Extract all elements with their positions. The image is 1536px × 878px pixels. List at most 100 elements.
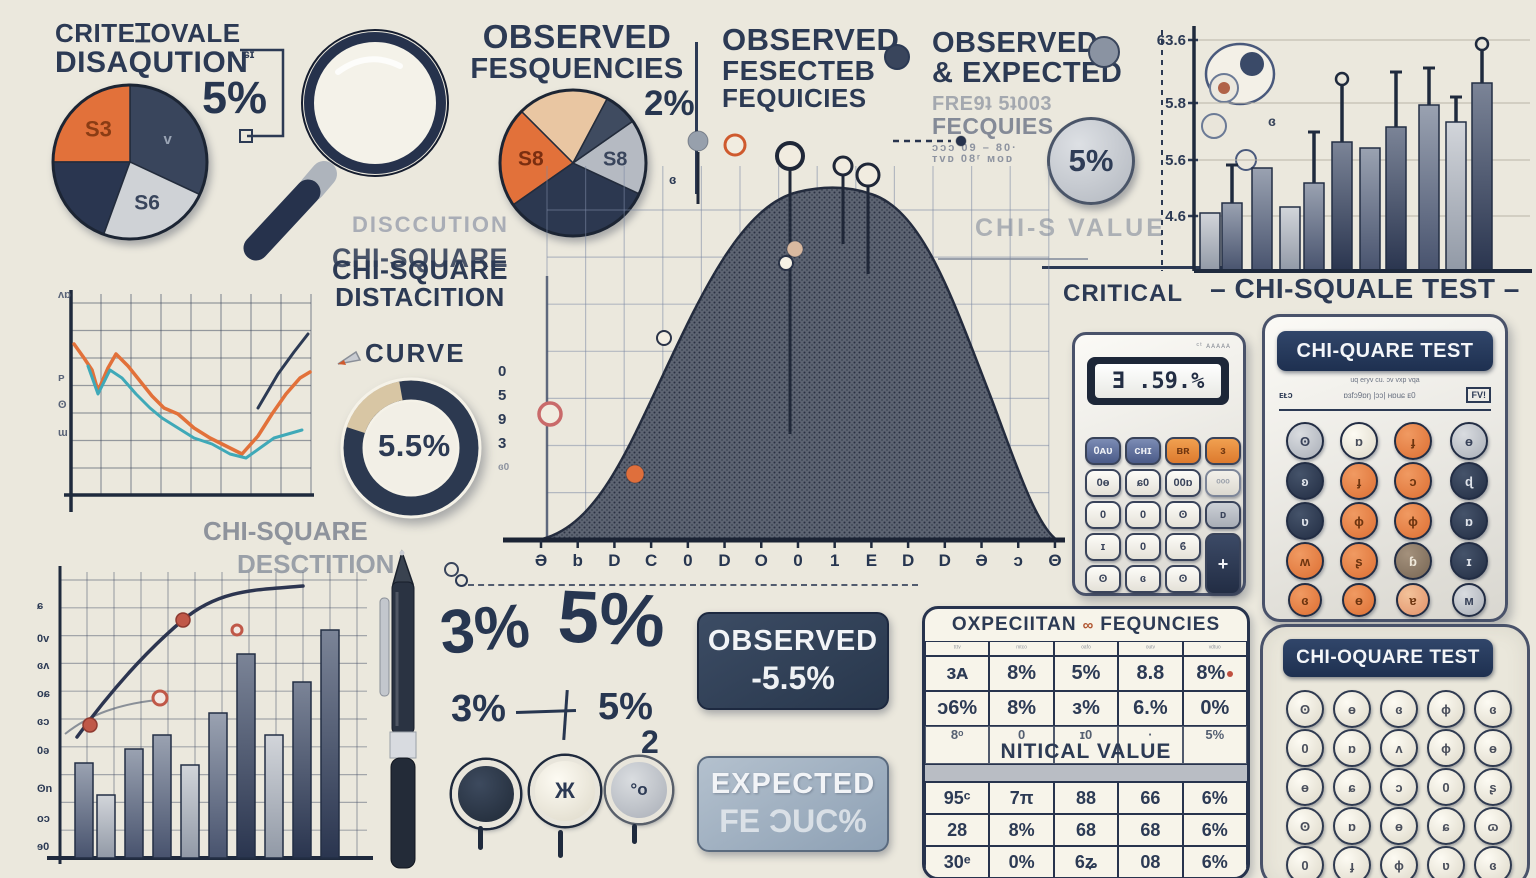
panel-key[interactable]: ɷ bbox=[1474, 807, 1512, 845]
table-cell: ᵒᵃᶠᵒ bbox=[1053, 641, 1119, 656]
svg-text:5.8: 5.8 bbox=[1165, 95, 1186, 112]
svg-text:ʘn: ʘn bbox=[37, 783, 53, 795]
calc1-key[interactable]: ᴅ bbox=[1205, 501, 1241, 529]
calc1-key[interactable]: ʘ bbox=[1165, 501, 1201, 529]
panel-key[interactable]: 0 bbox=[1286, 846, 1324, 878]
calc2-key[interactable]: ɖ bbox=[1450, 462, 1488, 500]
calc2-key[interactable]: ɒ bbox=[1450, 502, 1488, 540]
curve-label: CURVE bbox=[365, 338, 466, 368]
calc1-key[interactable]: ɕ0 bbox=[1125, 469, 1161, 497]
calc1-key[interactable]: ᵒᵒᵒ bbox=[1205, 469, 1241, 497]
calc2-key[interactable]: ɟ bbox=[1340, 462, 1378, 500]
calc2-key[interactable]: ɐ bbox=[1396, 583, 1430, 617]
csb-line3: DISTACITION bbox=[335, 282, 505, 313]
calc2-key[interactable]: ɵ bbox=[1450, 422, 1488, 460]
big-percent-3: 3% bbox=[437, 591, 533, 668]
title-line2: DISAQUTION bbox=[55, 46, 249, 80]
round-button-navy[interactable] bbox=[452, 760, 520, 828]
panel-key[interactable]: ɒ bbox=[1333, 807, 1371, 845]
calc2-key[interactable]: ʋ bbox=[1286, 502, 1324, 540]
panel-key[interactable]: ɕ bbox=[1333, 768, 1371, 806]
panel-key[interactable]: ɵ bbox=[1474, 729, 1512, 767]
oe-faded1: FRE9ʇ 5ʇ003 bbox=[932, 93, 1052, 116]
svg-text:b: b bbox=[573, 551, 583, 570]
panel-key[interactable]: ɵ bbox=[1380, 807, 1418, 845]
calc2-key[interactable]: ɒ bbox=[1340, 422, 1378, 460]
panel-key[interactable]: ɸ bbox=[1380, 846, 1418, 878]
calc1-key[interactable]: 0 bbox=[1085, 501, 1121, 529]
panel-key[interactable]: ɔ bbox=[1380, 768, 1418, 806]
calc1-key[interactable]: 00ɒ bbox=[1165, 469, 1201, 497]
panel-key[interactable]: ɵ bbox=[1333, 690, 1371, 728]
calc1-key[interactable]: 0 bbox=[1125, 501, 1161, 529]
calc2-key[interactable]: ɵ bbox=[1342, 583, 1376, 617]
round-button-percent[interactable]: °o bbox=[606, 757, 672, 823]
panel-key[interactable]: ɞ bbox=[1380, 690, 1418, 728]
panel-key[interactable]: ʘ bbox=[1286, 690, 1324, 728]
calc2-key[interactable]: ᴍ bbox=[1452, 583, 1486, 617]
calc2-key[interactable]: ɸ bbox=[1340, 502, 1378, 540]
calc2-key[interactable]: ʂ bbox=[1340, 542, 1378, 580]
oe-line1: OBSERVED bbox=[932, 27, 1099, 59]
table-cell: · bbox=[1118, 726, 1183, 764]
table-cell: 5% bbox=[1053, 656, 1119, 691]
calc1-key[interactable]: ɞ bbox=[1125, 565, 1161, 593]
svg-text:ᴠ: ᴠ bbox=[163, 131, 172, 148]
calc1-display: Ǝ .59.% bbox=[1095, 364, 1221, 398]
pie-chart-observed: S8 S8 bbox=[498, 88, 648, 238]
calc2-key[interactable]: ɟ bbox=[1394, 422, 1432, 460]
table-cell: 30ᵉ bbox=[925, 846, 990, 877]
calc1-key[interactable]: ᴄʜɪ bbox=[1125, 437, 1161, 465]
calc1-key[interactable]: ʘ bbox=[1165, 565, 1201, 593]
panel-key[interactable]: ɵ bbox=[1286, 768, 1324, 806]
panel-key[interactable]: ʘ bbox=[1286, 807, 1324, 845]
calc2-key[interactable]: ɓ bbox=[1394, 542, 1432, 580]
calc2-key[interactable]: ʚ bbox=[1286, 462, 1324, 500]
calc2-key[interactable]: ɞ bbox=[1288, 583, 1322, 617]
svg-text:E: E bbox=[866, 551, 877, 570]
calc2-title: CHI-QUARE TEST bbox=[1277, 331, 1493, 371]
panel-key[interactable]: ɸ bbox=[1427, 690, 1465, 728]
calc1-key[interactable]: ϐ bbox=[1165, 533, 1201, 561]
calc1-key[interactable]: ʙʀ bbox=[1165, 437, 1201, 465]
panel-key[interactable]: 0 bbox=[1427, 768, 1465, 806]
table-cell: ɔ6% bbox=[925, 691, 990, 726]
table-cell: 6% bbox=[1182, 846, 1247, 877]
donut-gauge bbox=[340, 377, 482, 519]
calc1-key[interactable]: ɪ bbox=[1085, 533, 1121, 561]
table-cell: 6.% bbox=[1118, 691, 1183, 726]
calc2-key[interactable]: ʍ bbox=[1286, 542, 1324, 580]
obs-line1: OBSERVED bbox=[482, 18, 672, 55]
calc1-key[interactable]: + bbox=[1205, 533, 1241, 595]
calc1-key[interactable]: 0ɵ bbox=[1085, 469, 1121, 497]
panel-key[interactable]: ɞ bbox=[1474, 690, 1512, 728]
table-cell: 95ᶜ bbox=[925, 782, 990, 814]
round-button-chi[interactable]: Ж bbox=[530, 756, 600, 826]
panel-key[interactable]: ʌ bbox=[1380, 729, 1418, 767]
calc2-key[interactable]: ɸ bbox=[1394, 502, 1432, 540]
panel-key[interactable]: ʋ bbox=[1427, 846, 1465, 878]
table-cell: ɜ% bbox=[1053, 691, 1119, 726]
calc1-key[interactable]: ɜ bbox=[1205, 437, 1241, 465]
calc2-key[interactable]: ɪ bbox=[1450, 542, 1488, 580]
calc2-key[interactable]: ʘ bbox=[1286, 422, 1324, 460]
magnifier-caption: DISCCUTION bbox=[352, 212, 509, 237]
table-cell: 28 bbox=[925, 814, 990, 846]
chi-square-test-heading: – CHI-SQUALE TEST – bbox=[1210, 273, 1520, 304]
calc2-subrow: ᴇᴌɔ ɒɜfɔ9ɒŋ |ɔɔ| ʜɒuɕ ᴇ0 FV! bbox=[1279, 387, 1491, 403]
panel-key[interactable]: ɞ bbox=[1474, 846, 1512, 878]
svg-text:ɕ: ɕ bbox=[37, 600, 43, 612]
panel-key[interactable]: ɒ bbox=[1333, 729, 1371, 767]
svg-text:0ə: 0ə bbox=[37, 745, 49, 757]
svg-text:0: 0 bbox=[683, 551, 692, 570]
panel-key[interactable]: ʂ bbox=[1474, 768, 1512, 806]
calc2-key[interactable]: ɔ bbox=[1394, 462, 1432, 500]
panel-key[interactable]: ɸ bbox=[1427, 729, 1465, 767]
oe-tiny1: ɔɔɔ 09 – 80· bbox=[932, 142, 1018, 155]
panel-key[interactable]: ɕ bbox=[1427, 807, 1465, 845]
panel-key[interactable]: ɟ bbox=[1333, 846, 1371, 878]
calc1-key[interactable]: 0ᴀᴜ bbox=[1085, 437, 1121, 465]
calc1-key[interactable]: 0 bbox=[1125, 533, 1161, 561]
calc1-key[interactable]: ʘ bbox=[1085, 565, 1121, 593]
panel-key[interactable]: 0 bbox=[1286, 729, 1324, 767]
